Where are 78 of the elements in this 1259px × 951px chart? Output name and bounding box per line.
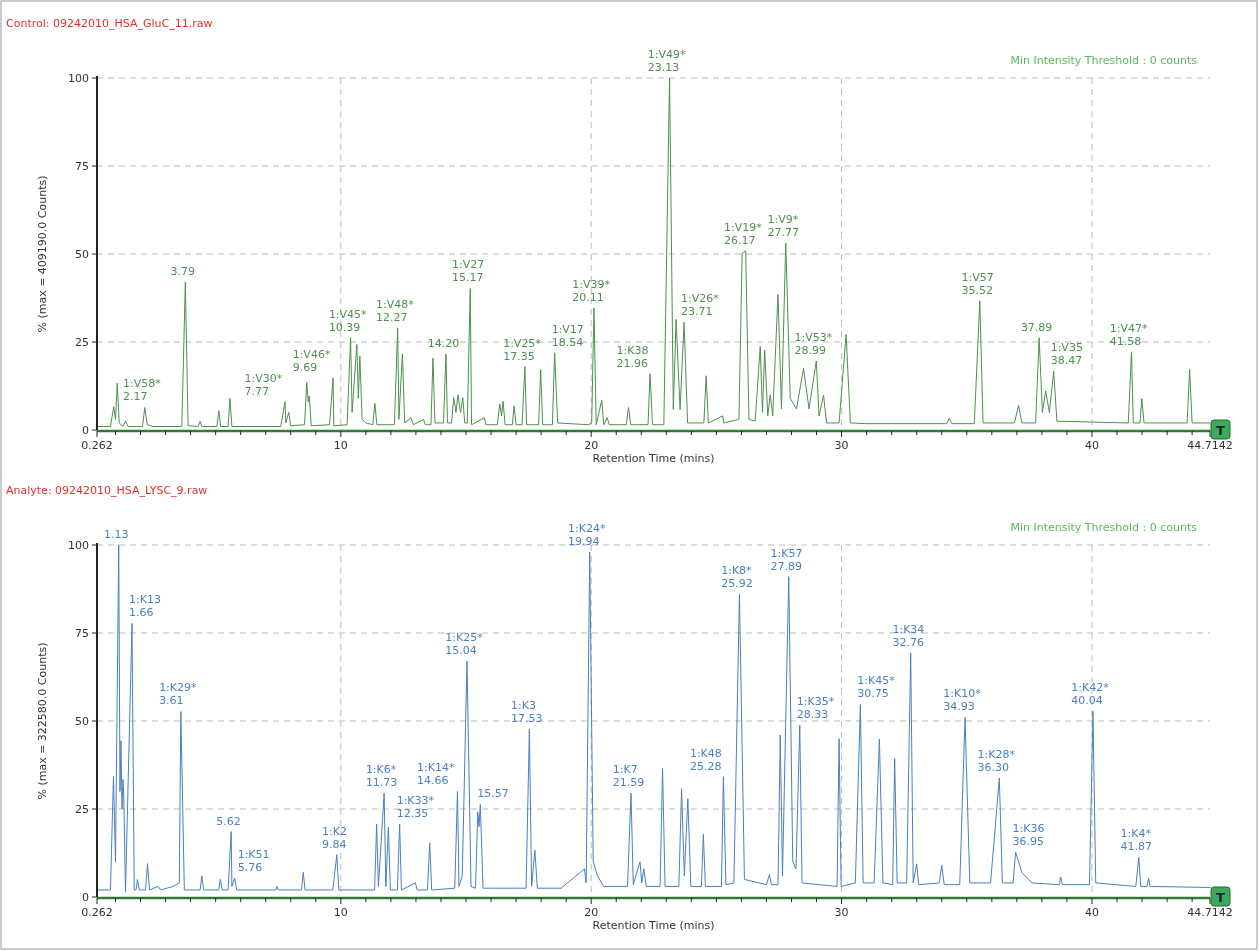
x-axis-title: Retention Time (mins) [592, 919, 715, 932]
annotation: 1:K34 32.76 [892, 623, 925, 650]
annotation: 1:K13 1.66 [129, 593, 161, 620]
annotation: 1:V46* 9.69 [292, 347, 331, 374]
annotation: 1:K42* 40.04 [1071, 681, 1110, 708]
y-tick-label: 50 [75, 715, 89, 728]
annotation: 1:K25* 15.04 [445, 631, 484, 658]
annotation: 1:V47* 41.58 [1109, 321, 1149, 348]
annotation: 1:K2 9.84 [322, 824, 347, 851]
x-tick-label: 30 [834, 439, 849, 452]
annotation: 1:K8* 25.92 [721, 564, 753, 591]
annotation: 1:V58* 2.17 [123, 377, 162, 404]
chart-title: Analyte: 09242010_HSA_LYSC_9.raw [6, 484, 208, 497]
annotation: 1:K29* 3.61 [159, 681, 198, 708]
annotation: 1:V57 35.52 [961, 270, 994, 297]
annotation: 1:V48* 12.27 [375, 297, 415, 324]
x-tick-label: 0.262 [81, 906, 113, 919]
annotation: 1:V30* 7.77 [244, 371, 283, 398]
annotation: 1:K51 5.76 [237, 847, 270, 874]
x-tick-label: 44.7142 [1187, 439, 1233, 452]
annotation: 1:K6* 11.73 [365, 763, 398, 790]
x-tick-label: 40 [1084, 439, 1099, 452]
x-tick-label: 20 [584, 439, 599, 452]
annotation: 1:K28* 36.30 [977, 748, 1016, 775]
text: Min Intensity Threshold : 0 counts [1010, 521, 1198, 534]
y-axis-title: % (max = 322580.0 Counts) [36, 642, 49, 800]
chart-title: Control: 09242010_HSA_GluC_11.raw [6, 17, 213, 30]
y-tick-label: 50 [75, 248, 89, 261]
annotation: 15.57 [477, 787, 509, 801]
annotation: 37.89 [1020, 320, 1053, 334]
annotation: 1:K45* 30.75 [857, 674, 896, 701]
annotation: 1:K38 21.96 [616, 343, 649, 370]
x-tick-label: 0.262 [81, 439, 113, 452]
y-axis-title: % (max = 409190.0 Counts) [36, 175, 49, 333]
x-tick-label: 30 [834, 906, 849, 919]
annotation: 1:V27 15.17 [452, 258, 485, 285]
y-tick-label: 25 [75, 803, 89, 816]
y-tick-label: 25 [75, 336, 89, 349]
annotation: 1:V35 38.47 [1050, 341, 1083, 368]
annotation: 1:V53* 28.99 [794, 331, 833, 358]
t-badge-icon: T [1210, 419, 1231, 440]
annotation: 1:V45* 10.39 [328, 307, 368, 334]
x-tick-label: 44.7142 [1187, 906, 1233, 919]
annotation: 1:K24* 19.94 [568, 522, 606, 549]
annotation: 1:V39* 20.11 [572, 278, 611, 305]
annotation: 1:V26* 23.71 [681, 292, 720, 319]
x-tick-label: 10 [333, 906, 348, 919]
annotation: 1:K14* 14.66 [417, 761, 456, 788]
annotation: 1:K35* 28.33 [796, 695, 835, 722]
y-tick-label: 75 [75, 160, 89, 173]
annotation: 1:K48 25.28 [689, 746, 722, 773]
annotation: 1:K4* 41.87 [1120, 827, 1153, 854]
annotation: 1:K57 27.89 [770, 546, 803, 573]
y-tick-label: 100 [68, 539, 89, 552]
annotation: 1.13 [103, 528, 129, 541]
annotation: 1:V17 18.54 [551, 322, 584, 349]
t-badge-icon: T [1210, 886, 1231, 907]
x-tick-label: 20 [584, 906, 599, 919]
annotation: 1:K33* 12.35 [396, 794, 435, 821]
annotation: 1:K7 21.59 [612, 763, 645, 790]
annotation: 1:K36 36.95 [1012, 821, 1045, 848]
annotation: 1:V9* 27.77 [767, 213, 799, 240]
annotation: 1:K10* 34.93 [943, 687, 982, 714]
annotation: 1:V49* 23.13 [647, 48, 687, 74]
annotation: 1:V25* 17.35 [503, 336, 542, 363]
annotation: 5.62 [216, 814, 241, 828]
y-tick-label: 100 [68, 72, 89, 85]
x-tick-label: 40 [1084, 906, 1099, 919]
annotation: 14.20 [427, 336, 460, 350]
y-tick-label: 0 [82, 424, 89, 437]
annotation: 1:V19* 26.17 [723, 220, 763, 247]
x-axis-title: Retention Time (mins) [592, 452, 715, 465]
text: Min Intensity Threshold : 0 counts [1010, 54, 1198, 67]
y-tick-label: 0 [82, 891, 89, 904]
annotation: 3.79 [170, 265, 196, 279]
annotation: 1:K3 17.53 [511, 699, 543, 726]
y-tick-label: 75 [75, 627, 89, 640]
x-tick-label: 10 [333, 439, 348, 452]
